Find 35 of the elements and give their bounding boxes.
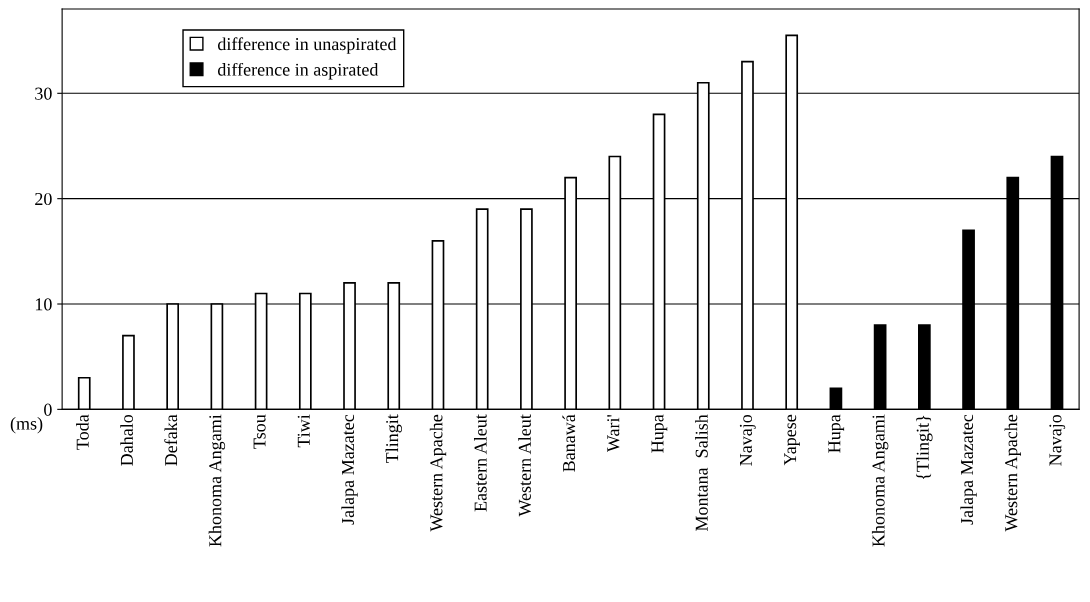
x-tick-label: Jalapa Mazatec [341, 414, 358, 525]
bar [829, 387, 843, 410]
x-tick-label: Tsou [253, 414, 266, 449]
x-tick-label: Yapese [784, 414, 800, 466]
x-tick-label: Hupa [828, 414, 845, 453]
x-tick-label: Khonoma Angami [871, 414, 889, 547]
x-tick-label: Khonoma Angami [208, 414, 226, 547]
x-tick-label: Eastern Aleut [474, 414, 487, 512]
x-tick-label: Toda [76, 414, 89, 450]
legend-label: difference in unaspirated [217, 37, 397, 54]
x-tick-label: Western Aleut [518, 414, 532, 517]
y-tick-label: 0 [44, 403, 52, 416]
y-tick-label: 10 [35, 298, 52, 311]
bar [122, 334, 135, 410]
x-tick-label: Dahalo [120, 414, 133, 466]
x-tick-label: Tlingit [385, 414, 402, 464]
legend-label: difference in aspirated [217, 62, 379, 80]
bar [873, 324, 887, 410]
bar [77, 376, 91, 410]
x-tick-label: {Tlingit} [916, 415, 933, 480]
x-tick-label: Jalapa Mazatec [960, 414, 977, 525]
x-tick-label: Tiwi [297, 414, 310, 448]
x-tick-label: Montana Salish [695, 414, 708, 532]
x-tick-label: Wari' [607, 414, 620, 453]
x-tick-label: Western Apache [1004, 414, 1021, 532]
x-tick-label: Navajo [1049, 414, 1066, 466]
x-tick-label: Defaka [164, 414, 178, 466]
x-tick-label: Western Apache [429, 414, 447, 532]
x-tick-label: Navajo [739, 414, 756, 466]
x-tick-label: Hupa [651, 414, 668, 453]
x-tick-label: Banawá [562, 414, 576, 472]
y-axis-title: (ms) [10, 417, 43, 434]
y-tick-label: 20 [35, 192, 52, 206]
bar [917, 324, 931, 410]
y-tick-label: 30 [35, 87, 52, 100]
